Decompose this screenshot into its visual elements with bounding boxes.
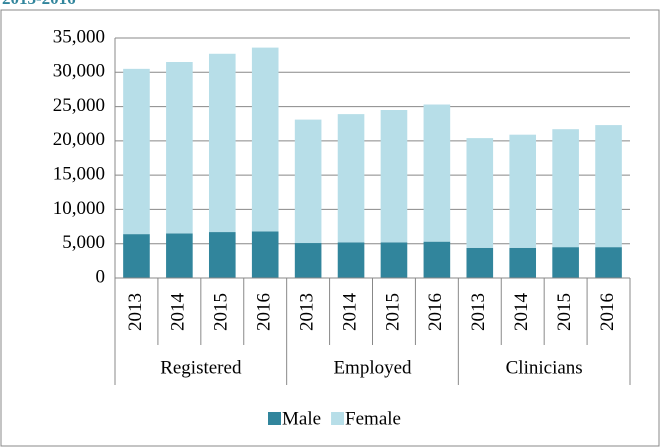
x-tick-label: 2014	[339, 293, 360, 332]
y-tick-label: 0	[96, 266, 106, 287]
bar-segment	[466, 247, 494, 278]
y-tick-label: 25,000	[53, 95, 105, 116]
bar-segment	[466, 138, 494, 248]
bar-segment	[423, 104, 451, 242]
group-label: Employed	[333, 357, 412, 378]
legend-swatch	[331, 412, 345, 425]
y-tick-label: 35,000	[53, 26, 105, 47]
bar-segment	[123, 68, 150, 235]
x-tick-label: 2015	[554, 293, 575, 331]
bar-segment	[595, 247, 622, 278]
x-tick-label: 2015	[211, 293, 232, 331]
bar-segment	[251, 47, 279, 232]
bar-segment	[208, 232, 236, 278]
x-tick-label: 2015	[382, 293, 403, 331]
y-tick-label: 15,000	[53, 164, 105, 185]
x-tick-label: 2016	[425, 293, 446, 331]
bar-segment	[208, 53, 236, 233]
bar-segment	[552, 247, 579, 278]
chart-title: 2013-2016	[2, 0, 76, 8]
bar-segment	[380, 110, 408, 243]
bar-segment	[166, 62, 193, 234]
x-tick-label: 2014	[168, 293, 189, 332]
bar-segment	[509, 134, 537, 248]
x-tick-label: 2013	[468, 293, 489, 331]
x-tick-label: 2013	[125, 293, 146, 331]
x-tick-label: 2016	[254, 293, 275, 331]
y-tick-label: 30,000	[53, 61, 105, 82]
bar-segment	[509, 247, 537, 278]
group-label: Clinicians	[506, 357, 583, 378]
x-tick-label: 2016	[597, 293, 618, 331]
bar-segment	[123, 234, 150, 278]
bar-segment	[337, 114, 365, 243]
y-tick-label: 5,000	[62, 232, 105, 253]
bar-segment	[380, 242, 408, 278]
bar-segment	[337, 242, 365, 278]
legend-label: Female	[345, 408, 401, 429]
bar-segment	[294, 243, 322, 278]
bar-segment	[552, 129, 579, 248]
legend-swatch	[268, 412, 281, 425]
bar-segment	[166, 233, 193, 278]
x-tick-label: 2013	[296, 293, 317, 331]
group-label: Registered	[160, 357, 242, 378]
x-tick-label: 2014	[511, 293, 532, 332]
chart-frame	[0, 9, 660, 447]
bar-segment	[595, 125, 622, 248]
bar-segment	[423, 241, 451, 278]
y-tick-label: 10,000	[53, 198, 105, 219]
legend-label: Male	[282, 408, 321, 429]
bar-segment	[251, 231, 279, 278]
bar-segment	[294, 119, 322, 244]
y-tick-label: 20,000	[53, 129, 105, 150]
